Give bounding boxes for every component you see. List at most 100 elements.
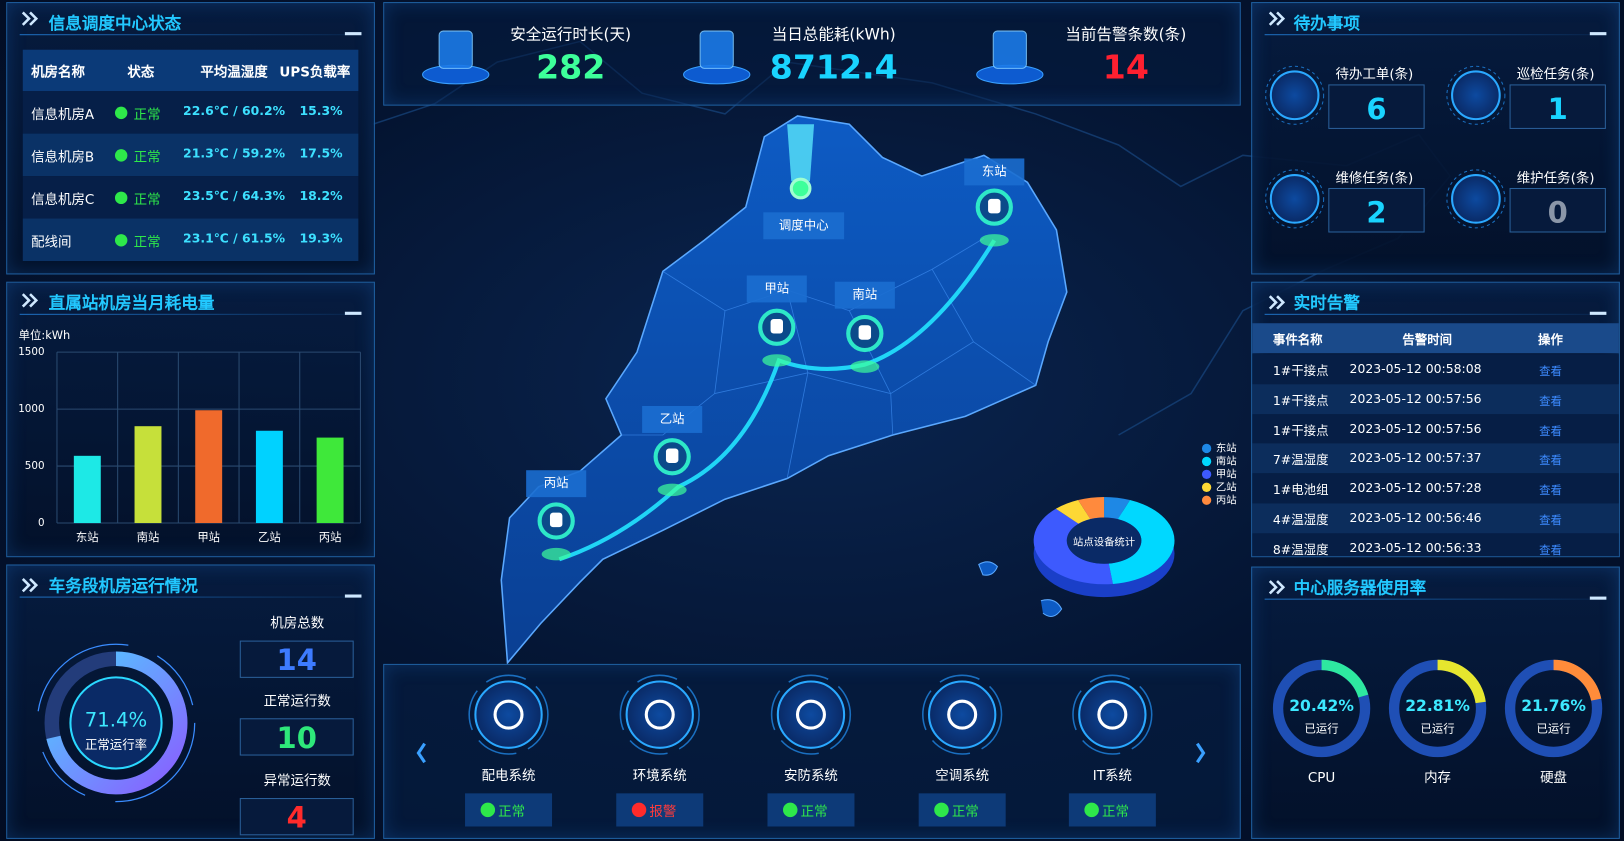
gauge-inner: [69, 676, 163, 770]
room-status: 正常: [133, 192, 161, 209]
stat-box: [239, 640, 354, 678]
alarm-action[interactable]: 查看: [1539, 513, 1562, 528]
center-marker: [789, 177, 812, 200]
legend-swatch: [1201, 456, 1212, 467]
system-status-dot: [1084, 802, 1099, 818]
map-label-bg: [746, 275, 807, 303]
title-icon: [21, 293, 39, 308]
todo-icon: [1451, 173, 1501, 224]
table-row-bg: [22, 218, 359, 261]
room-name: 配线间: [31, 235, 72, 251]
system-icon-ring: [468, 674, 549, 755]
station-icon: [988, 198, 1001, 214]
todo-box: [1509, 84, 1606, 129]
system-icon: [1078, 680, 1147, 749]
system-icon-glyph: [795, 699, 826, 730]
gauge-arc: [1321, 659, 1369, 698]
alarm-action[interactable]: 查看: [1539, 543, 1562, 558]
system-status: 正常: [1102, 804, 1129, 821]
map-label-bg: [526, 470, 587, 498]
room-status: 正常: [133, 107, 161, 124]
alarm-action[interactable]: 查看: [1539, 454, 1562, 468]
todo-icon-ring: [1265, 65, 1325, 125]
bar: [316, 437, 344, 524]
todo-icon: [1269, 70, 1320, 121]
system-icon-glyph: [1097, 699, 1128, 730]
metric-label: 当前告警条数(条): [1065, 24, 1187, 44]
table-header: 状态: [127, 65, 155, 81]
todo-value: 2: [1366, 195, 1387, 230]
todo-icon: [1451, 70, 1501, 121]
system-status: 正常: [800, 804, 828, 821]
title-icon: [1268, 11, 1286, 26]
system-name: IT系统: [1092, 768, 1132, 785]
alarm-name: 1#电池组: [1272, 482, 1329, 498]
alarm-action[interactable]: 查看: [1539, 424, 1562, 438]
metric-value: 282: [536, 47, 606, 87]
alarm-action[interactable]: 查看: [1539, 364, 1562, 379]
room-temp: 23.5℃ / 64.3%: [183, 188, 286, 204]
station-icon: [858, 325, 872, 340]
room-temp: 21.3℃ / 59.2%: [183, 146, 286, 161]
panel-title: 车务段机房运行情况: [48, 575, 198, 596]
todo-label: 巡检任务(条): [1516, 67, 1595, 83]
alarm-action[interactable]: 查看: [1539, 483, 1562, 498]
nav-next[interactable]: [1195, 742, 1206, 764]
map-label: 东站: [982, 163, 1007, 178]
alarm-name: 8#温湿度: [1272, 542, 1329, 558]
donut-slice: [1033, 508, 1113, 585]
donut-slice: [1108, 500, 1175, 584]
system-icon-ring: [922, 674, 1003, 755]
y-tick-label: 1000: [18, 403, 44, 415]
system-name: 空调系统: [935, 768, 990, 785]
y-tick-label: 0: [38, 517, 45, 529]
room-name: 信息机房A: [31, 107, 95, 124]
alarm-action[interactable]: 查看: [1539, 394, 1562, 408]
x-tick-label: 乙站: [258, 530, 281, 544]
station-glow: [850, 360, 880, 373]
panel-title: 中心服务器使用率: [1293, 577, 1427, 598]
title-icon: [1268, 295, 1286, 310]
metric-value: 14: [1102, 47, 1149, 87]
alarm-name: 1#干接点: [1272, 363, 1329, 379]
province-land: [500, 115, 1068, 665]
map-label: 南站: [852, 287, 877, 302]
gauge-value: 21.76%: [1521, 697, 1586, 715]
alarm-row-bg: [1252, 443, 1619, 474]
map-label: 乙站: [660, 411, 685, 426]
stat-value: 14: [276, 643, 317, 678]
stat-value: 4: [286, 800, 307, 835]
station-icon: [665, 448, 679, 463]
system-status: 正常: [951, 804, 979, 821]
legend-label: 丙站: [1216, 493, 1237, 506]
nav-prev[interactable]: [416, 742, 426, 764]
system-name: 安防系统: [784, 768, 838, 785]
system-status-dot: [783, 802, 798, 818]
alarm-row-bg: [1252, 384, 1619, 414]
title-icon: [21, 11, 39, 26]
metric-value: 8712.4: [769, 47, 898, 87]
system-icon: [625, 680, 694, 749]
alarm-name: 1#干接点: [1272, 393, 1329, 408]
alarm-row-bg: [1252, 354, 1619, 385]
donut: [1033, 496, 1175, 598]
x-tick-label: 丙站: [319, 530, 342, 544]
station-glow: [541, 547, 571, 561]
system-status-dot: [480, 802, 496, 818]
todo-value: 6: [1366, 92, 1387, 127]
room-status: 正常: [133, 235, 161, 251]
system-status-bg: [767, 793, 855, 827]
table-header: UPS负载率: [279, 65, 351, 81]
alarm-panel: 实时告警 事件名称 告警时间 操作 1#干接点 2023-05-12 00:58:08 查…: [1251, 281, 1620, 558]
metric-icon: [992, 30, 1027, 69]
gauge-label: 正常运行率: [85, 737, 147, 752]
legend-swatch: [1201, 443, 1212, 454]
map-label-bg: [763, 212, 845, 240]
title-icon: [1268, 580, 1286, 595]
todo-icon-ring: [1446, 169, 1506, 229]
stat-label: 正常运行数: [263, 693, 331, 710]
bar: [73, 455, 101, 524]
alarm-row-bg: [1252, 413, 1619, 444]
alarm-time: 2023-05-12 00:57:56: [1349, 391, 1482, 406]
